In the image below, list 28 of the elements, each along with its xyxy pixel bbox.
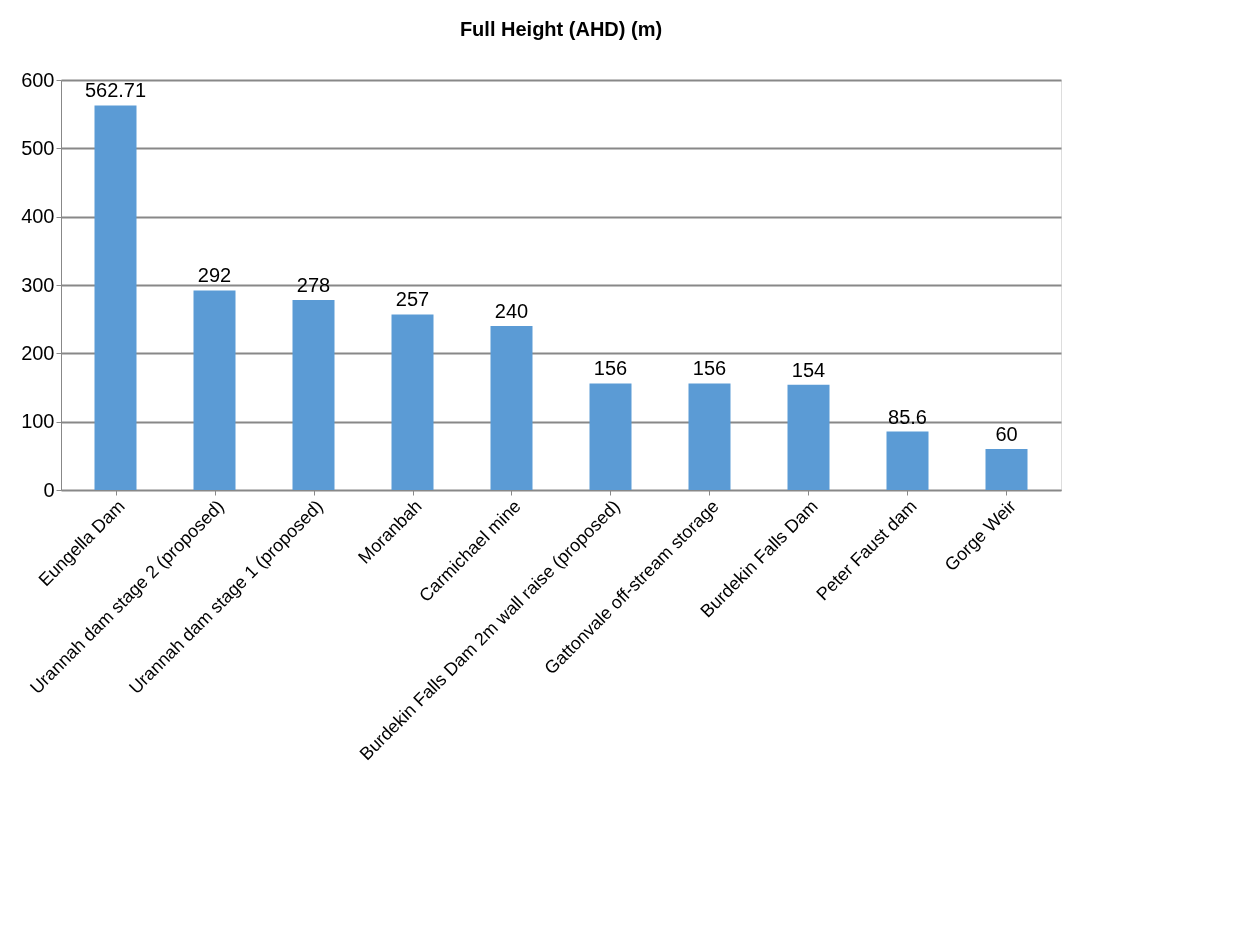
data-label: 292 xyxy=(197,264,232,287)
chart-title: Full Height (AHD) (m) xyxy=(459,18,663,40)
data-label: 156 xyxy=(692,357,727,380)
bar xyxy=(589,383,632,490)
y-tick-label: 200 xyxy=(21,341,55,364)
data-label: 278 xyxy=(296,274,331,297)
bar xyxy=(985,449,1028,490)
data-label: 240 xyxy=(494,300,529,322)
y-tick-label: 300 xyxy=(21,273,55,296)
y-tick-label: 400 xyxy=(21,205,55,228)
y-tick-label: 0 xyxy=(43,478,55,501)
data-label: 562.71 xyxy=(84,79,147,102)
bar xyxy=(490,326,533,490)
data-label: 154 xyxy=(791,358,826,381)
bar xyxy=(193,290,236,490)
bar xyxy=(688,383,731,490)
bar xyxy=(292,300,335,490)
y-tick-label: 500 xyxy=(21,136,55,159)
bar xyxy=(886,431,929,490)
bar xyxy=(787,384,830,490)
data-label: 156 xyxy=(593,357,628,380)
data-label: 60 xyxy=(995,423,1018,445)
data-label: 85.6 xyxy=(888,405,927,428)
data-label: 257 xyxy=(395,288,430,311)
bar xyxy=(391,314,434,490)
bar xyxy=(94,105,137,490)
y-tick-label: 600 xyxy=(21,68,55,91)
y-tick-label: 100 xyxy=(21,410,55,433)
